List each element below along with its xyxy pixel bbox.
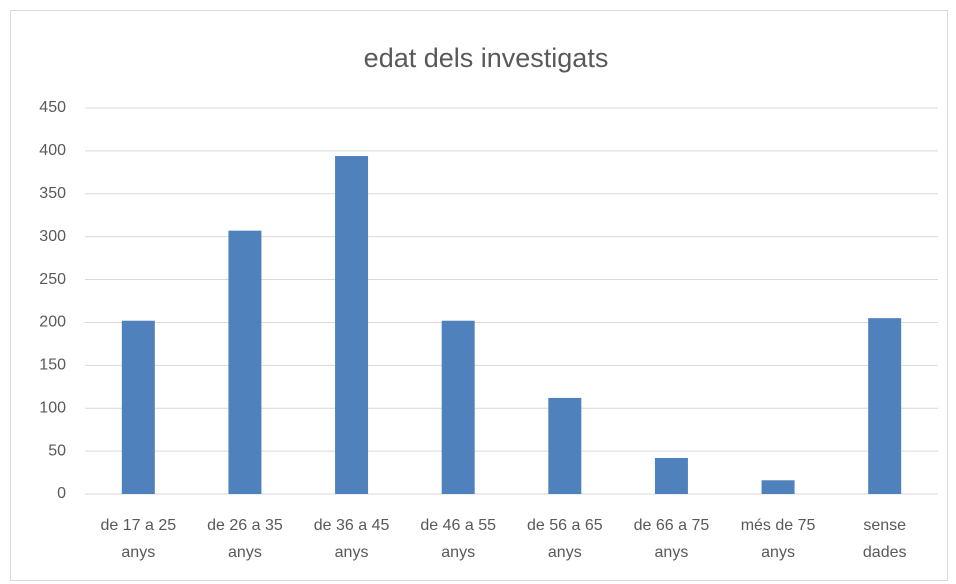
y-tick-label: 350: [39, 185, 66, 202]
x-tick-label: de 36 a 45 anys: [313, 517, 390, 561]
bar: [441, 320, 475, 494]
y-tick-label: 450: [39, 99, 66, 116]
bar: [761, 480, 795, 494]
y-tick-label: 0: [57, 485, 66, 502]
bar: [548, 397, 582, 494]
x-tick-label: de 17 a 25 anys: [100, 517, 177, 561]
y-tick-label: 50: [48, 442, 66, 459]
x-tick-label: de 56 a 65 anys: [527, 517, 603, 561]
bar: [228, 230, 262, 494]
y-tick-label: 400: [39, 142, 66, 159]
bar: [868, 318, 902, 494]
x-tick-label: de 46 a 55 anys: [420, 517, 496, 561]
bar: [654, 457, 688, 494]
chart-frame: [10, 10, 948, 581]
y-tick-label: 200: [39, 314, 66, 331]
bar: [335, 156, 369, 494]
bar: [121, 320, 155, 494]
y-tick-label: 150: [39, 357, 66, 374]
x-tick-label: de 66 a 75 anys: [633, 517, 710, 561]
x-tick-label: de 26 a 35 anys: [207, 517, 283, 561]
y-tick-label: 300: [39, 228, 66, 245]
y-tick-label: 100: [39, 399, 66, 416]
chart-title: edat dels investigats: [364, 43, 609, 73]
x-tick-label: més de 75 anys: [740, 517, 816, 561]
y-tick-label: 250: [39, 271, 66, 288]
x-tick-label: sense dades: [862, 517, 907, 561]
